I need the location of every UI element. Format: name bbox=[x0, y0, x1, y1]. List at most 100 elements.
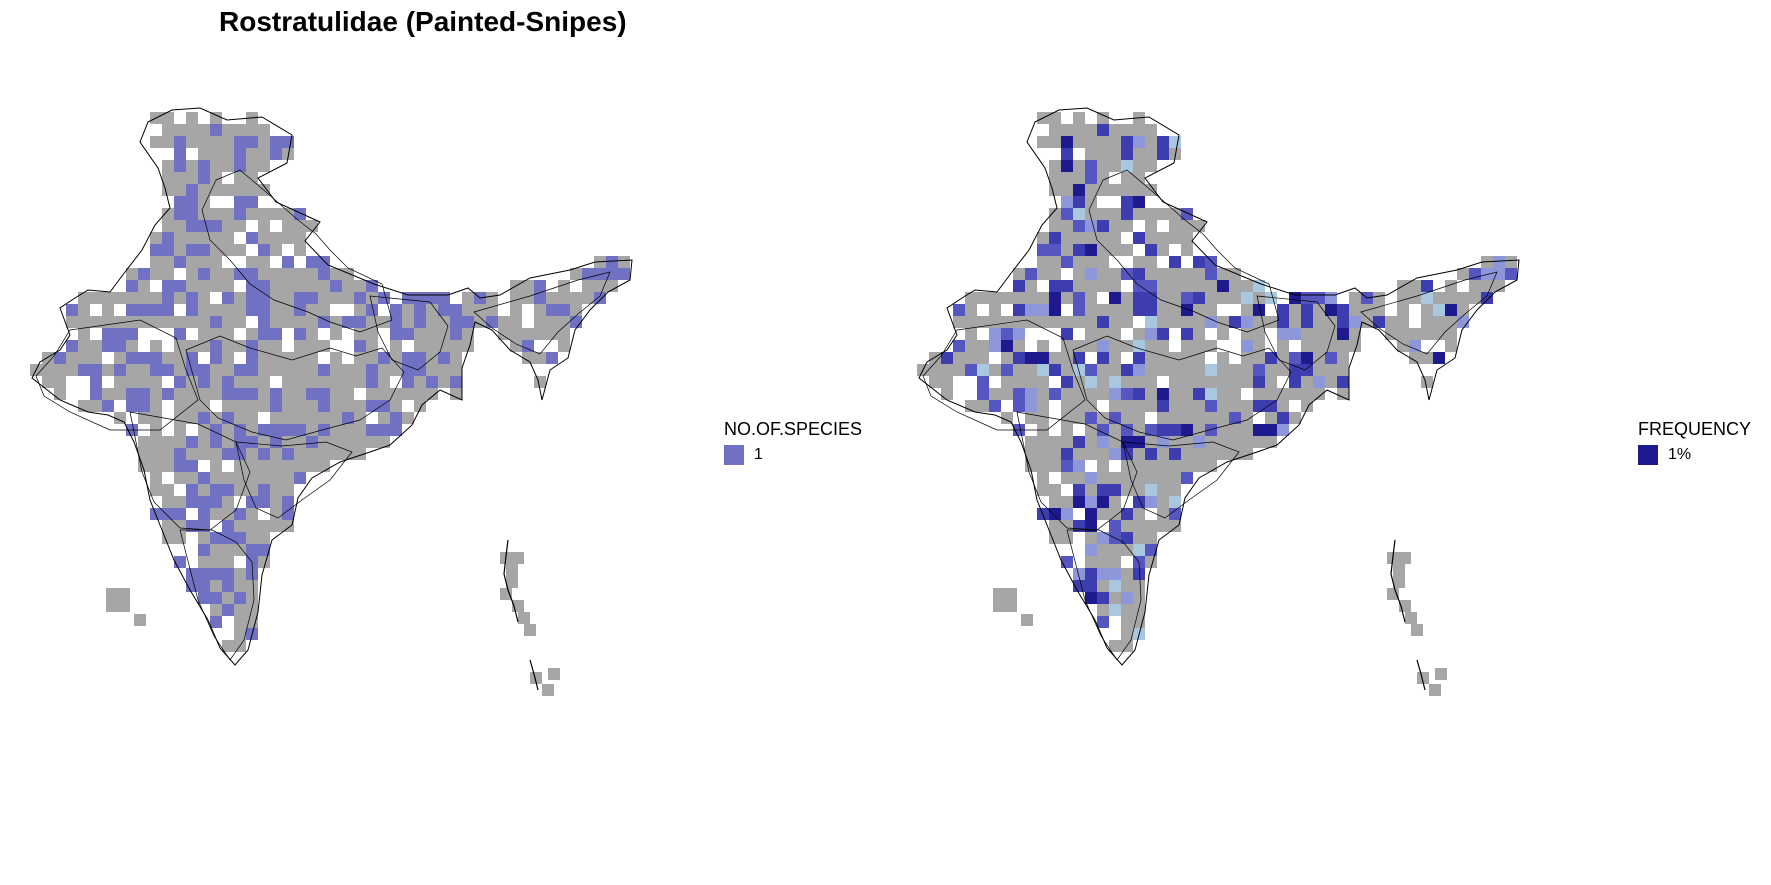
grid-cell bbox=[306, 340, 318, 352]
grid-cell bbox=[126, 340, 138, 352]
grid-cell bbox=[174, 208, 186, 220]
grid-cell bbox=[1121, 520, 1133, 532]
grid-cell bbox=[1433, 316, 1445, 328]
grid-cell bbox=[1025, 268, 1037, 280]
grid-cell bbox=[542, 684, 554, 696]
grid-cell bbox=[1241, 412, 1253, 424]
grid-cell bbox=[366, 376, 378, 388]
grid-cell bbox=[1073, 172, 1085, 184]
grid-cell bbox=[462, 316, 474, 328]
grid-cell bbox=[1421, 376, 1433, 388]
grid-cell bbox=[138, 388, 150, 400]
grid-cell bbox=[258, 388, 270, 400]
state-border bbox=[235, 441, 353, 519]
grid-cell bbox=[138, 292, 150, 304]
grid-cell bbox=[1277, 364, 1289, 376]
grid-cell bbox=[258, 484, 270, 496]
grid-cell bbox=[1085, 160, 1097, 172]
grid-cell bbox=[174, 256, 186, 268]
grid-cell bbox=[1145, 532, 1157, 544]
grid-cell bbox=[1337, 364, 1349, 376]
grid-cell bbox=[426, 316, 438, 328]
grid-cell bbox=[282, 424, 294, 436]
grid-cell bbox=[977, 400, 989, 412]
grid-cell bbox=[174, 316, 186, 328]
grid-cell bbox=[342, 412, 354, 424]
grid-cell bbox=[186, 400, 198, 412]
grid-cell bbox=[1193, 340, 1205, 352]
grid-cell bbox=[174, 472, 186, 484]
grid-cell bbox=[1061, 256, 1073, 268]
grid-cell bbox=[102, 340, 114, 352]
grid-cell bbox=[66, 316, 78, 328]
grid-cell bbox=[1313, 316, 1325, 328]
grid-cell bbox=[1205, 412, 1217, 424]
grid-cell bbox=[366, 364, 378, 376]
grid-cell bbox=[1061, 424, 1073, 436]
grid-cell bbox=[246, 580, 258, 592]
grid-cell bbox=[90, 376, 102, 388]
grid-cell bbox=[1133, 592, 1145, 604]
grid-cell bbox=[1277, 424, 1289, 436]
grid-cell bbox=[1073, 136, 1085, 148]
grid-cell bbox=[1301, 316, 1313, 328]
grid-cell bbox=[1085, 388, 1097, 400]
grid-cell bbox=[1181, 472, 1193, 484]
grid-cell bbox=[306, 388, 318, 400]
grid-cell bbox=[1433, 304, 1445, 316]
grid-cell bbox=[174, 136, 186, 148]
species-count-map bbox=[30, 107, 633, 696]
grid-cell bbox=[1133, 172, 1145, 184]
grid-cell bbox=[1133, 364, 1145, 376]
grid-cell bbox=[1025, 448, 1037, 460]
grid-cell bbox=[222, 424, 234, 436]
grid-cell bbox=[1217, 424, 1229, 436]
grid-cell bbox=[174, 424, 186, 436]
grid-cell bbox=[258, 256, 270, 268]
grid-cell bbox=[114, 388, 126, 400]
grid-cell bbox=[198, 244, 210, 256]
grid-cell bbox=[1013, 280, 1025, 292]
grid-cell bbox=[1013, 376, 1025, 388]
grid-cell bbox=[1193, 328, 1205, 340]
grid-cell bbox=[1121, 508, 1133, 520]
grid-cell bbox=[1157, 148, 1169, 160]
grid-cell bbox=[1121, 424, 1133, 436]
grid-cell bbox=[1025, 280, 1037, 292]
grid-cell bbox=[234, 208, 246, 220]
grid-cell bbox=[1085, 568, 1097, 580]
grid-cell bbox=[438, 376, 450, 388]
grid-cell bbox=[1169, 436, 1181, 448]
grid-cell bbox=[1277, 328, 1289, 340]
grid-cell bbox=[210, 328, 222, 340]
grid-cell bbox=[138, 280, 150, 292]
grid-cell bbox=[500, 588, 512, 600]
grid-cell bbox=[1133, 136, 1145, 148]
grid-cell bbox=[953, 316, 965, 328]
grid-cell bbox=[1229, 424, 1241, 436]
grid-cell bbox=[1073, 244, 1085, 256]
grid-cell bbox=[222, 160, 234, 172]
grid-cell bbox=[270, 148, 282, 160]
grid-cell bbox=[234, 388, 246, 400]
grid-cell bbox=[1325, 340, 1337, 352]
grid-cell bbox=[1013, 316, 1025, 328]
grid-cell bbox=[1133, 484, 1145, 496]
grid-cell bbox=[438, 304, 450, 316]
grid-cell bbox=[1001, 376, 1013, 388]
grid-cell bbox=[989, 388, 1001, 400]
grid-cell bbox=[1181, 280, 1193, 292]
grid-cell bbox=[162, 364, 174, 376]
grid-cell bbox=[1157, 508, 1169, 520]
grid-cell bbox=[1265, 364, 1277, 376]
grid-cell bbox=[1085, 484, 1097, 496]
grid-cell bbox=[174, 172, 186, 184]
grid-cell bbox=[1061, 496, 1073, 508]
grid-cell bbox=[1145, 328, 1157, 340]
grid-cell bbox=[390, 328, 402, 340]
grid-cell bbox=[378, 376, 390, 388]
grid-cell bbox=[318, 424, 330, 436]
grid-cell bbox=[450, 388, 462, 400]
grid-cell bbox=[953, 364, 965, 376]
grid-cell bbox=[1289, 412, 1301, 424]
